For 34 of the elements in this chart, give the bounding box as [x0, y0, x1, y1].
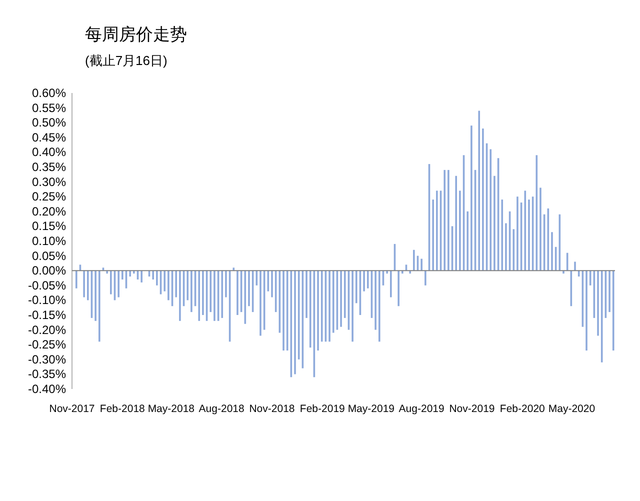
y-tick-label: -0.05%	[28, 278, 66, 292]
x-tick-label: Feb-2020	[500, 403, 546, 415]
y-tick-label: 0.60%	[32, 86, 66, 100]
x-tick-label: May-2020	[548, 403, 596, 415]
y-tick-label: 0.45%	[32, 130, 66, 144]
y-tick-label: 0.15%	[32, 219, 66, 234]
y-tick-label: -0.10%	[28, 293, 66, 308]
x-tick-label: Feb-2019	[300, 403, 346, 415]
x-tick-label: Aug-2018	[198, 403, 245, 415]
y-tick-label: 0.10%	[32, 234, 66, 248]
x-tick-label: Nov-2018	[249, 403, 295, 415]
y-tick-label: -0.30%	[28, 352, 66, 366]
x-tick-label: May-2018	[148, 403, 195, 415]
x-tick-label: Aug-2019	[398, 403, 445, 415]
y-tick-label: -0.25%	[28, 338, 66, 352]
y-tick-label: -0.40%	[28, 382, 66, 396]
x-tick-label: Nov-2019	[449, 403, 495, 415]
chart-subtitle: (截止7月16日)	[85, 53, 168, 68]
y-tick-label: 0.05%	[32, 248, 66, 263]
chart-title: 每周房价走势	[85, 25, 187, 44]
y-tick-label: -0.20%	[28, 322, 66, 337]
y-tick-label: 0.50%	[32, 116, 66, 130]
y-tick-label: 0.35%	[32, 160, 66, 174]
y-tick-label: 0.30%	[32, 174, 66, 189]
y-tick-label: -0.15%	[28, 308, 66, 322]
y-tick-label: 0.20%	[32, 204, 66, 218]
x-tick-label: Feb-2018	[100, 403, 146, 415]
y-tick-label: 0.55%	[32, 100, 66, 115]
y-tick-label: 0.40%	[32, 145, 66, 160]
y-tick-label: 0.25%	[32, 190, 66, 204]
x-tick-label: May-2019	[348, 403, 395, 415]
y-tick-label: 0.00%	[32, 264, 66, 278]
x-tick-label: Nov-2017	[49, 403, 95, 415]
y-tick-label: -0.35%	[28, 367, 66, 382]
